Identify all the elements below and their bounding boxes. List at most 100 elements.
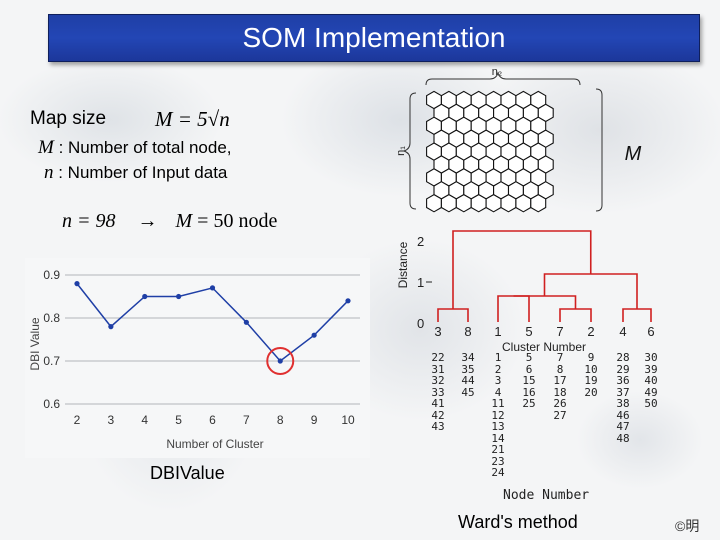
cluster-number: 2 (587, 324, 594, 339)
node-number: 27 (553, 408, 567, 422)
definition-n-text: : Number of Input data (58, 163, 228, 182)
x-tick-label: 6 (209, 413, 216, 427)
cluster-number: 5 (525, 324, 532, 339)
cluster-number: 7 (556, 324, 563, 339)
node-number: 29 (616, 362, 630, 376)
x-tick-label: 5 (175, 413, 182, 427)
node-column: 7 8 17 18 26 27 (546, 352, 574, 421)
definition-m: M : Number of total node, (38, 137, 232, 159)
dendrogram-link (559, 308, 592, 322)
node-column: 30 39 40 49 50 (637, 352, 665, 410)
node-number: 35 (461, 362, 475, 376)
node-number: 32 (431, 374, 445, 387)
node-column: 9 10 19 20 (577, 352, 605, 398)
node-number: 28 (616, 351, 630, 364)
node-number: 47 (616, 420, 630, 433)
n1-label: n₁ (395, 146, 407, 156)
node-number: 7 (556, 351, 564, 364)
data-point (176, 293, 182, 300)
hex-cell (515, 193, 532, 213)
dendrogram-link (452, 230, 592, 309)
data-point (74, 281, 80, 287)
definition-m-text: : Number of total node, (58, 138, 232, 157)
copyright-mark: ©明 (675, 518, 700, 534)
node-number: 9 (587, 351, 595, 364)
x-tick-label: 2 (74, 413, 81, 427)
x-tick-label: 8 (277, 413, 284, 427)
chart-gridlines (65, 274, 360, 405)
node-number-table: 22 31 32 33 41 42 43 34 35 44 45 1 2 3 4 11 12 13 14 21 23 24… (392, 352, 682, 492)
hex-cell (426, 193, 442, 213)
node-number: 6 (525, 362, 533, 376)
node-number: 8 (556, 362, 564, 376)
dendrogram-caption: Ward's method (458, 512, 578, 532)
data-point (345, 298, 351, 304)
node-number: 34 (461, 351, 475, 364)
map-size-equation: M = 5√n (155, 107, 230, 131)
node-column: 1 2 3 4 11 12 13 14 21 23 24 (484, 352, 512, 479)
n1-bracket (402, 92, 417, 210)
node-number: 37 (616, 385, 630, 399)
node-number: 31 (431, 362, 445, 376)
dbi-chart: 0.6 0.7 0.8 0.9 2 3 4 5 6 7 8 9 10 DBI Value Number… (25, 258, 370, 458)
y-tick-labels: 0.6 0.7 0.8 0.9 (43, 268, 60, 411)
distance-tick-2: 2 (417, 234, 424, 249)
y-tick-label: 0.9 (43, 268, 60, 282)
definition-n: n : Number of Input data (44, 162, 227, 184)
cluster-number: 3 (434, 324, 441, 339)
cluster-number: 6 (647, 324, 654, 339)
node-number: 50 (644, 397, 658, 410)
node-column: 22 31 32 33 41 42 43 (424, 352, 452, 433)
x-tick-label: 3 (108, 413, 115, 427)
n2-label: n₂ (492, 66, 502, 78)
example-rhs: M (175, 210, 193, 232)
node-number: 14 (491, 431, 505, 445)
hex-cell (440, 193, 457, 213)
node-number: 41 (431, 397, 445, 410)
distance-axis-label: Distance (396, 241, 410, 288)
node-number: 36 (616, 374, 630, 387)
node-number: 19 (584, 374, 598, 387)
dendrogram-link (543, 273, 638, 309)
data-point (209, 285, 216, 291)
slide-title: SOM Implementation (48, 14, 700, 62)
y-tick-label: 0.7 (43, 354, 60, 368)
cluster-number: 4 (619, 324, 626, 339)
node-number: 12 (491, 408, 505, 422)
example-calculation: n = 98 → M = 50 node (62, 210, 277, 233)
node-number: 39 (644, 362, 658, 376)
cluster-number: 1 (494, 324, 501, 339)
node-number: 40 (644, 374, 658, 387)
node-number: 33 (431, 385, 445, 399)
node-number: 46 (616, 408, 630, 422)
chart-caption: DBIValue (150, 463, 225, 483)
node-number: 30 (644, 351, 658, 364)
y-tick-label: 0.8 (43, 311, 60, 325)
hex-cell (455, 193, 472, 213)
data-point (142, 293, 148, 300)
node-number: 2 (494, 362, 502, 376)
y-axis-label: DBI Value (28, 317, 42, 370)
dendrogram-link (513, 295, 577, 309)
node-number: 49 (644, 385, 658, 399)
node-number: 38 (616, 397, 630, 410)
node-number: 43 (431, 420, 445, 433)
node-number: 5 (525, 351, 533, 364)
hex-cell (485, 193, 502, 213)
node-number: 48 (616, 431, 630, 445)
x-tick-label: 7 (243, 413, 250, 427)
x-tick-label: 9 (311, 413, 318, 427)
example-value: = 50 node (197, 210, 278, 232)
node-number: 4 (494, 385, 502, 399)
cluster-number-axis-label: Cluster Number (502, 340, 586, 354)
dendrogram-link (437, 308, 469, 322)
hex-grid (426, 90, 554, 213)
cluster-number: 8 (464, 324, 471, 339)
node-number: 10 (584, 362, 598, 376)
node-number: 44 (461, 374, 475, 387)
node-number: 23 (491, 454, 505, 468)
definition-n-variable: n (44, 162, 54, 183)
distance-tick-0: 0 (417, 316, 424, 331)
node-number: 11 (491, 397, 505, 410)
data-point (277, 358, 283, 364)
